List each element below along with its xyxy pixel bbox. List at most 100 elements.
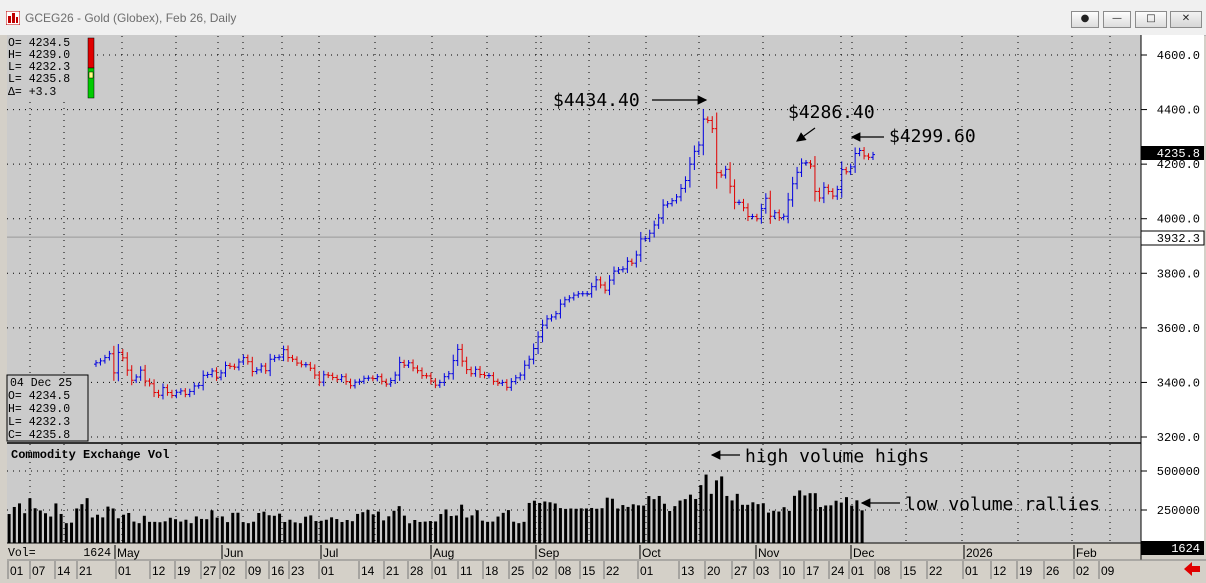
pin-button[interactable]: ●	[1071, 11, 1099, 28]
price-bar	[683, 176, 688, 193]
day-label: 01	[434, 564, 448, 578]
day-label: 28	[410, 564, 424, 578]
volume-bar	[413, 520, 417, 543]
price-bar	[714, 112, 719, 189]
minimize-button[interactable]: —	[1103, 11, 1131, 28]
data-window-open: O= 4234.5	[8, 390, 70, 403]
price-bar	[138, 366, 143, 381]
price-bar	[111, 345, 116, 381]
volume-bar	[70, 522, 74, 543]
price-bar	[808, 160, 813, 169]
price-bar	[486, 372, 491, 379]
volume-bar	[158, 522, 162, 543]
day-label: 16	[271, 564, 285, 578]
window-frame-left	[0, 35, 7, 583]
volume-bar	[756, 504, 760, 543]
volume-bar	[496, 516, 500, 543]
volume-bar	[454, 515, 458, 543]
volume-readout-value: 1624	[83, 547, 111, 560]
price-bar	[500, 379, 505, 386]
volume-bar	[543, 501, 547, 543]
price-bar	[759, 203, 764, 224]
price-bar	[518, 372, 523, 381]
price-bar	[553, 310, 558, 320]
volume-bar	[688, 494, 692, 543]
price-panel[interactable]	[7, 35, 1141, 443]
volume-panel[interactable]	[7, 443, 1141, 543]
volume-bar	[137, 523, 141, 543]
price-bar	[620, 266, 625, 273]
price-bar	[312, 364, 317, 379]
volume-readout-label: Vol=	[8, 547, 36, 560]
price-bar	[598, 276, 603, 289]
month-label: Jul	[323, 546, 338, 560]
scroll-left-arrow-icon[interactable]	[1184, 562, 1200, 576]
price-bar	[281, 345, 286, 362]
price-bar	[348, 378, 353, 389]
price-bar	[781, 213, 786, 221]
price-bar	[335, 374, 340, 383]
volume-bar	[376, 511, 380, 543]
window-titlebar: GCEG26 - Gold (Globex), Feb 26, Daily ● …	[0, 0, 1206, 36]
price-bar	[527, 355, 532, 369]
close-button[interactable]: ✕	[1170, 11, 1202, 28]
price-bar	[571, 292, 576, 301]
volume-bar	[12, 506, 16, 543]
volume-bar	[90, 517, 94, 543]
price-axis-ticks: 4600.0 4400.0 4200.0 4000.0 3800.0 3600.0 3400…	[1141, 49, 1200, 445]
price-bar	[415, 365, 420, 374]
range-indicator	[87, 37, 95, 99]
volume-bar	[387, 516, 391, 543]
price-bar	[263, 362, 268, 374]
price-bar	[670, 197, 675, 207]
price-bar	[286, 345, 291, 362]
volume-bar	[678, 500, 682, 543]
price-bar	[339, 373, 344, 383]
maximize-button[interactable]: □	[1135, 11, 1167, 28]
price-bar	[272, 354, 277, 362]
price-bar	[326, 372, 331, 379]
volume-bar	[64, 523, 68, 543]
price-bar	[94, 360, 98, 367]
volume-bar	[798, 490, 802, 543]
volume-bar	[293, 522, 297, 543]
price-bar	[473, 366, 478, 377]
price-bar	[236, 358, 241, 371]
price-bar	[250, 356, 255, 377]
ohlc-low: L= 4232.3	[8, 61, 70, 74]
price-bar	[147, 378, 152, 387]
volume-bar	[122, 514, 126, 543]
price-bar	[254, 367, 259, 375]
volume-bar	[829, 505, 833, 543]
volume-bar	[730, 500, 734, 543]
volume-bar	[96, 514, 100, 543]
day-label: 01	[118, 564, 132, 578]
day-label: 11	[460, 564, 473, 578]
volume-bar	[226, 522, 230, 543]
volume-bar	[642, 505, 646, 543]
volume-bar	[439, 514, 443, 543]
price-bar	[174, 389, 179, 399]
price-bar	[361, 375, 366, 385]
price-bar	[205, 371, 210, 379]
price-bar	[442, 373, 447, 386]
volume-bar	[652, 499, 656, 543]
ohlc-high: H= 4239.0	[8, 49, 70, 62]
volume-bar	[517, 523, 521, 543]
price-bar	[661, 199, 666, 224]
volume-bar	[304, 516, 308, 543]
day-label: 08	[558, 564, 572, 578]
volume-bar	[449, 516, 453, 543]
volume-bar	[834, 500, 838, 543]
price-bar	[830, 188, 835, 200]
price-bar	[696, 141, 701, 156]
volume-bar	[111, 508, 115, 543]
volume-bar	[28, 498, 32, 543]
volume-bar	[564, 508, 568, 543]
data-window-box	[6, 374, 89, 442]
day-label: 12	[152, 564, 166, 578]
volume-bar	[683, 499, 687, 543]
price-bar	[612, 266, 616, 285]
reference-price-tag	[1140, 230, 1205, 246]
